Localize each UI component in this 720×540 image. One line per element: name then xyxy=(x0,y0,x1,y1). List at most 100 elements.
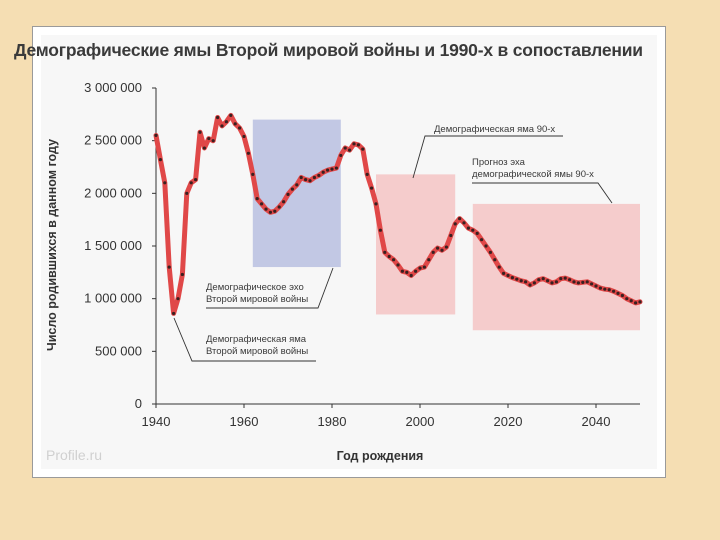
region-red-90s xyxy=(376,174,456,315)
data-point xyxy=(312,175,316,180)
data-point xyxy=(207,136,211,141)
data-point xyxy=(229,113,233,117)
data-point xyxy=(246,151,250,155)
data-point xyxy=(339,153,343,158)
annotation-echo-text: Второй мировой войны xyxy=(206,294,308,305)
data-point xyxy=(568,278,572,282)
data-point xyxy=(484,244,488,248)
data-point xyxy=(396,263,400,267)
data-point xyxy=(603,287,607,291)
data-point xyxy=(387,254,391,259)
x-tick-label: 2000 xyxy=(406,414,435,429)
data-point xyxy=(598,286,603,290)
data-point xyxy=(163,181,167,185)
data-point xyxy=(541,277,545,281)
data-point xyxy=(572,280,576,284)
data-point xyxy=(189,181,193,185)
x-tick-label: 1960 xyxy=(230,414,259,429)
data-point xyxy=(431,250,435,254)
x-ticks: 1940 1960 1980 2000 2020 2040 xyxy=(142,404,611,429)
data-point xyxy=(370,186,374,190)
data-point xyxy=(620,293,625,298)
data-point xyxy=(554,280,559,284)
y-ticks: 0 500 000 1 000 000 1 500 000 2 000 000 2 500… xyxy=(84,80,156,411)
y-tick-label: 500 000 xyxy=(95,343,142,358)
data-point xyxy=(576,281,581,285)
data-point xyxy=(238,126,242,130)
data-point xyxy=(352,142,356,146)
data-point xyxy=(629,299,633,303)
y-tick-label: 1 500 000 xyxy=(84,238,142,253)
data-point xyxy=(286,192,290,196)
x-tick-label: 2040 xyxy=(582,414,611,429)
data-point xyxy=(180,272,184,277)
data-point xyxy=(453,222,457,226)
data-point xyxy=(277,205,281,209)
data-point xyxy=(304,178,308,182)
data-point xyxy=(242,134,246,139)
data-point xyxy=(422,265,426,269)
annotation-pit-text: Демографическая яма xyxy=(206,334,307,345)
highlight-regions xyxy=(252,119,640,331)
data-point xyxy=(638,300,642,304)
data-point xyxy=(251,172,255,176)
data-point xyxy=(321,170,325,174)
data-point xyxy=(612,289,616,293)
data-point xyxy=(172,311,176,316)
data-point xyxy=(378,228,382,232)
data-point xyxy=(462,221,466,225)
data-point xyxy=(158,158,162,162)
data-point xyxy=(233,122,237,126)
data-point xyxy=(475,231,479,235)
annotation-forecast-leader xyxy=(472,182,613,204)
data-point xyxy=(471,228,475,232)
y-tick-label: 3 000 000 xyxy=(84,80,142,95)
annotation-pit90-leader xyxy=(412,135,563,179)
data-point xyxy=(515,277,519,281)
x-tick-label: 2020 xyxy=(494,414,523,429)
data-point xyxy=(546,279,550,283)
data-point xyxy=(255,197,259,201)
data-point xyxy=(343,146,347,150)
data-point xyxy=(356,143,360,147)
data-point xyxy=(400,269,404,273)
y-tick-label: 0 xyxy=(135,396,142,411)
data-point xyxy=(260,202,264,206)
data-point xyxy=(224,120,228,124)
annotation-forecast-text: Прогноз эха xyxy=(472,157,526,168)
data-point xyxy=(607,288,611,292)
data-point xyxy=(374,202,378,206)
data-point xyxy=(308,179,312,183)
data-point xyxy=(414,269,418,273)
data-point xyxy=(383,250,387,254)
y-axis-label: Число родившихся в данном году xyxy=(45,139,59,351)
data-point xyxy=(458,217,462,221)
data-point xyxy=(497,265,501,269)
data-point xyxy=(409,273,413,278)
data-point xyxy=(185,191,189,195)
data-point xyxy=(216,115,220,120)
annotation-pit90-text: Демографическая яма 90-х xyxy=(434,124,555,135)
data-point xyxy=(365,172,369,176)
annotation-pit-leader xyxy=(173,317,316,362)
data-point xyxy=(348,148,352,152)
x-axis-label: Год рождения xyxy=(337,449,424,463)
data-point xyxy=(506,273,510,278)
data-point xyxy=(634,301,638,305)
data-point xyxy=(590,282,594,286)
data-point xyxy=(616,291,620,295)
data-point xyxy=(436,246,440,250)
annotation-echo-leader xyxy=(206,267,334,309)
data-point xyxy=(194,178,198,182)
data-point xyxy=(440,248,444,252)
series-points xyxy=(154,113,642,316)
data-point xyxy=(295,183,299,187)
data-point xyxy=(510,276,514,280)
data-point xyxy=(290,187,294,191)
data-point xyxy=(264,207,268,211)
chart-title: Демографические ямы Второй мировой войны… xyxy=(14,40,643,60)
data-point xyxy=(273,209,277,213)
region-blue xyxy=(252,119,341,268)
